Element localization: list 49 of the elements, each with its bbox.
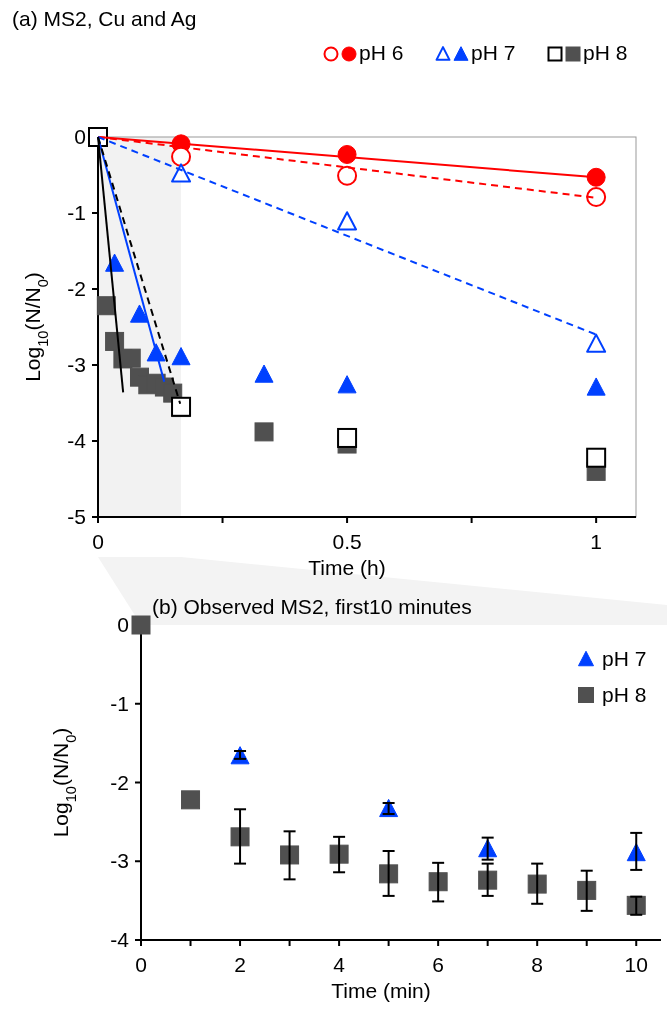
x-tick-label: 0: [92, 530, 104, 553]
y-tick-label: -2: [110, 770, 129, 794]
y-tick-label: -5: [67, 505, 86, 528]
point: [337, 165, 358, 186]
point: [146, 343, 166, 362]
point: [586, 333, 607, 353]
point: [337, 211, 358, 231]
x-axis-title: Time (min): [331, 979, 431, 1002]
point: [171, 347, 191, 366]
point: [96, 296, 116, 316]
y-tick-label: -4: [110, 928, 130, 951]
point: [337, 427, 358, 448]
legend-label: pH 8: [602, 683, 647, 706]
point: [337, 375, 357, 394]
point: [171, 146, 192, 167]
y-tick-label: 0: [74, 125, 86, 148]
point: [181, 790, 201, 810]
point: [171, 163, 192, 183]
chart-title: (b) Observed MS2, first10 minutes: [152, 595, 472, 618]
x-tick-label: 8: [531, 953, 544, 976]
point: [254, 364, 274, 383]
y-tick-label: -1: [67, 201, 86, 224]
x-tick-label: 4: [333, 953, 346, 976]
y-tick-label: -1: [110, 691, 129, 715]
chart-title: (a) MS2, Cu and Ag: [12, 7, 197, 30]
point: [121, 348, 141, 368]
point: [586, 167, 606, 187]
y-tick-label: -3: [110, 849, 129, 873]
y-tick-label: -4: [67, 429, 87, 452]
point: [586, 187, 607, 208]
y-tick-label: -3: [67, 353, 86, 376]
legend-label: pH 6: [359, 41, 404, 64]
point: [586, 377, 606, 396]
x-tick-label: 1: [590, 530, 602, 553]
point: [586, 447, 607, 468]
y-tick-label: -2: [67, 277, 86, 300]
y-tick-label: 0: [117, 613, 129, 636]
x-tick-label: 10: [624, 953, 648, 976]
legend-label: pH 7: [471, 41, 516, 64]
x-tick-label: 6: [432, 953, 444, 976]
legend-label: pH 8: [583, 41, 628, 64]
x-tick-label: 2: [234, 953, 246, 976]
x-tick-label: 0.5: [332, 530, 362, 553]
point: [130, 304, 149, 323]
point: [131, 615, 151, 635]
x-axis-title: Time (h): [308, 556, 386, 579]
x-tick-label: 0: [135, 953, 147, 976]
legend-label: pH 7: [602, 647, 647, 670]
point: [254, 422, 274, 442]
